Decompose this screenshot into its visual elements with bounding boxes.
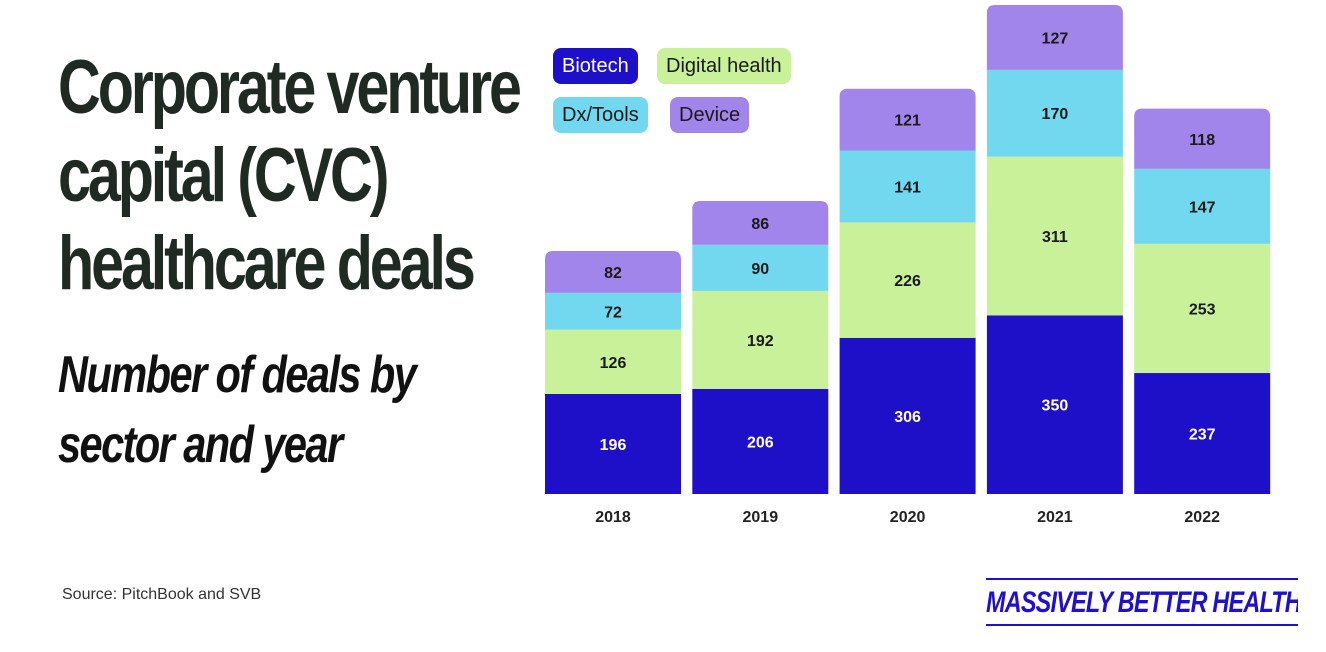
data-label-biotech-2020: 306 [894, 409, 921, 426]
data-label-biotech-2019: 206 [747, 434, 774, 451]
chart-subtitle: Number of deals by sector and year [58, 340, 417, 480]
data-label-device-2019: 86 [751, 216, 769, 233]
data-label-biotech-2021: 350 [1042, 398, 1069, 415]
title-line: healthcare deals [58, 221, 476, 306]
data-label-digital-health-2022: 253 [1189, 301, 1216, 318]
data-label-device-2018: 82 [604, 265, 622, 282]
bar-digital-health-2019 [692, 290, 829, 389]
data-label-dx-tools-2019: 90 [751, 261, 769, 278]
legend-item-biotech: Biotech [553, 48, 638, 84]
bar-biotech-2018 [545, 393, 681, 494]
bar-device-2018 [545, 251, 681, 293]
legend-item-device: Device [670, 97, 750, 133]
bar-digital-health-2021 [986, 156, 1123, 316]
bar-biotech-2021 [986, 315, 1123, 494]
bar-biotech-2022 [1134, 373, 1271, 494]
source-note: Source: PitchBook and SVB [62, 586, 262, 603]
x-tick-label-2020: 2020 [890, 509, 926, 526]
data-label-digital-health-2019: 192 [747, 333, 774, 350]
bar-dx-tools-2022 [1134, 168, 1271, 244]
title-line: capital (CVC) [58, 133, 389, 218]
data-label-digital-health-2020: 226 [894, 273, 921, 290]
data-label-biotech-2018: 196 [600, 437, 627, 454]
bar-digital-health-2018 [545, 329, 681, 394]
brand-logo-text: MASSIVELY BETTER HEALTHCARE [986, 586, 1298, 619]
data-label-digital-health-2018: 126 [600, 355, 627, 372]
x-tick-label-2021: 2021 [1037, 509, 1073, 526]
legend-item-digital-health: Digital health [657, 48, 791, 84]
data-label-dx-tools-2020: 141 [894, 179, 921, 196]
bar-dx-tools-2021 [986, 69, 1123, 157]
legend-item-dx-tools: Dx/Tools [553, 97, 648, 133]
data-label-digital-health-2021: 311 [1042, 229, 1068, 246]
data-label-dx-tools-2022: 147 [1189, 199, 1216, 216]
subtitle-line: sector and year [58, 416, 343, 474]
bar-digital-health-2020 [839, 222, 976, 338]
x-tick-label-2018: 2018 [595, 509, 631, 526]
bar-device-2022 [1134, 108, 1271, 169]
subtitle-line: Number of deals by [58, 346, 417, 404]
bar-digital-health-2022 [1134, 243, 1271, 374]
data-label-biotech-2022: 237 [1189, 427, 1216, 444]
data-label-dx-tools-2018: 72 [604, 304, 622, 321]
brand-logo: MASSIVELY BETTER HEALTHCARE [986, 578, 1298, 626]
bar-biotech-2019 [692, 388, 829, 494]
x-tick-label-2019: 2019 [743, 509, 779, 526]
bar-device-2019 [692, 201, 829, 245]
bar-device-2020 [839, 88, 976, 151]
data-label-device-2020: 121 [894, 113, 921, 130]
x-tick-label-2022: 2022 [1184, 509, 1220, 526]
bar-dx-tools-2018 [545, 292, 681, 330]
bar-dx-tools-2020 [839, 150, 976, 223]
bar-device-2021 [986, 5, 1123, 70]
bar-dx-tools-2019 [692, 244, 829, 291]
data-label-dx-tools-2021: 170 [1042, 106, 1069, 123]
data-label-device-2021: 127 [1042, 30, 1069, 47]
bar-biotech-2020 [839, 337, 976, 494]
data-label-device-2022: 118 [1189, 132, 1215, 149]
